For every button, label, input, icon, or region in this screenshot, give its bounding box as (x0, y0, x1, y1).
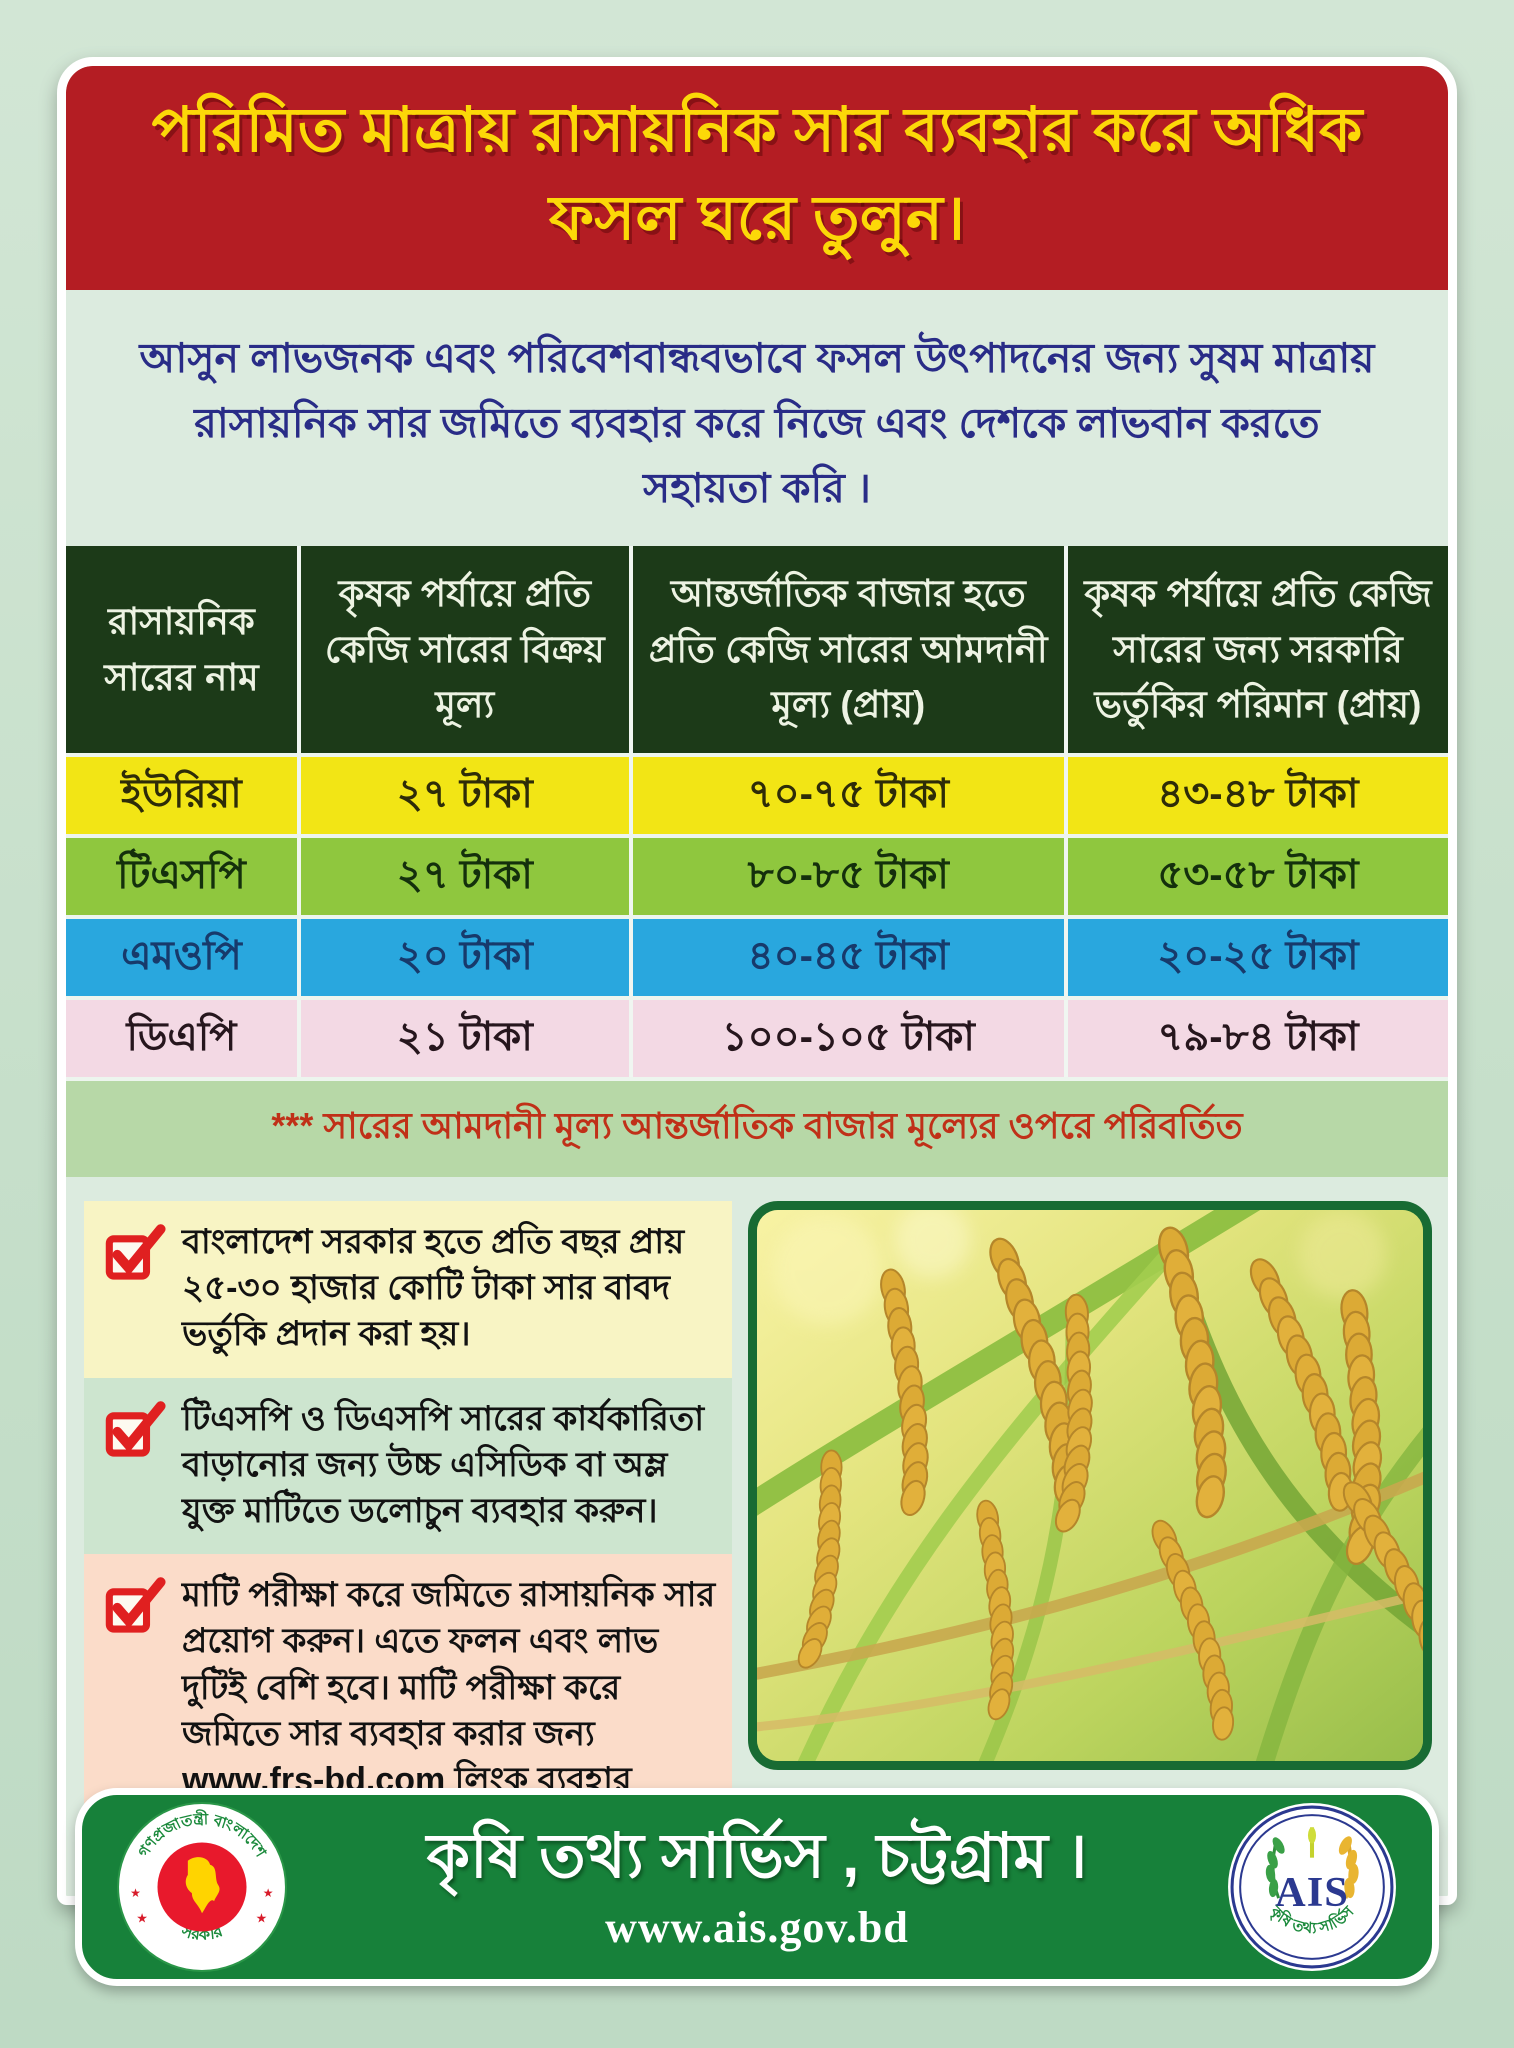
fertilizer-name: এমওপি (66, 918, 301, 996)
bottom-section: বাংলাদেশ সরকার হতে প্রতি বছর প্রায় ২৫-৩… (66, 1177, 1448, 1896)
subsidy-amount: ২০-২৫ টাকা (1157, 933, 1359, 978)
fertilizer-name: টিএসপি (66, 837, 301, 915)
table-footnote: *** সারের আমদানী মূল্য আন্তর্জাতিক বাজার… (66, 1076, 1448, 1177)
fertilizer-price-table: রাসায়নিক সারের নাম কৃষক পর্যায়ে প্রতি … (66, 546, 1448, 1177)
checkbox-checked-icon (104, 1400, 166, 1460)
fertilizer-name: ডিএপি (66, 999, 301, 1077)
rice-paddy-photo (748, 1200, 1432, 1770)
main-panel: পরিমিত মাত্রায় রাসায়নিক সার ব্যবহার কর… (57, 57, 1457, 1905)
table-row-urea: ইউরিয়া ২৭ টাকা ৭০-৭৫ টাকা ৪৩-৪৮ টাকা (66, 752, 1448, 834)
svg-text:★: ★ (130, 1886, 141, 1900)
import-price: ১০০-১০৫ টাকা (633, 999, 1068, 1077)
table-row-dap: ডিএপি ২১ টাকা ১০০-১০৫ টাকা ৭৯-৮৪ টাকা (66, 995, 1448, 1077)
import-price: ৮০-৮৫ টাকা (633, 837, 1068, 915)
ais-logo-icon: AIS কৃষি তথ্য সার্ভিস (1226, 1801, 1398, 1973)
checklist-item-subsidy: বাংলাদেশ সরকার হতে প্রতি বছর প্রায় ২৫-৩… (84, 1200, 732, 1378)
table-header-row: রাসায়নিক সারের নাম কৃষক পর্যায়ে প্রতি … (66, 546, 1448, 753)
svg-text:★: ★ (136, 1910, 148, 1925)
column-header-import-price: আন্তর্জাতিক বাজার হতে প্রতি কেজি সারের আ… (633, 546, 1068, 753)
retail-price: ২০ টাকা (301, 918, 633, 996)
checklist-item-dolochun: টিএসপি ও ডিএসপি সারের কার্যকারিতা বাড়ান… (84, 1377, 732, 1555)
footer-center: কৃষি তথ্য সার্ভিস , চট্টগ্রাম । www.ais.… (288, 1821, 1226, 1953)
retail-price: ২৭ টাকা (301, 756, 633, 834)
checklist: বাংলাদেশ সরকার হতে প্রতি বছর প্রায় ২৫-৩… (84, 1200, 732, 1870)
column-header-subsidy: কৃষক পর্যায়ে প্রতি কেজি সারের জন্য সরকা… (1084, 573, 1432, 726)
checklist-text: মাটি পরীক্ষা করে জমিতে রাসায়নিক সার প্র… (182, 1576, 716, 1845)
checkbox-checked-icon (104, 1223, 166, 1283)
footer-band: গণপ্রজাতন্ত্রী বাংলাদেশ সরকার ★ ★ ★ ★ কৃ… (75, 1788, 1439, 1986)
govt-seal-icon: গণপ্রজাতন্ত্রী বাংলাদেশ সরকার ★ ★ ★ ★ (116, 1801, 288, 1973)
svg-text:★: ★ (256, 1910, 268, 1925)
footer-website: www.ais.gov.bd (605, 1903, 909, 1953)
subsidy-amount: ৫৩-৫৮ টাকা (1157, 852, 1359, 897)
checklist-text: টিএসপি ও ডিএসপি সারের কার্যকারিতা বাড়ান… (182, 1399, 705, 1530)
retail-price: ২১ টাকা (301, 999, 633, 1077)
subsidy-amount: ৪৩-৪৮ টাকা (1157, 771, 1359, 816)
table-row-tsp: টিএসপি ২৭ টাকা ৮০-৮৫ টাকা ৫৩-৫৮ টাকা (66, 833, 1448, 915)
ais-acronym: AIS (1275, 1869, 1349, 1916)
checklist-text: বাংলাদেশ সরকার হতে প্রতি বছর প্রায় ২৫-৩… (182, 1222, 685, 1354)
fertilizer-name: ইউরিয়া (66, 756, 301, 834)
import-price: ৪০-৪৫ টাকা (633, 918, 1068, 996)
checkbox-checked-icon (104, 1576, 166, 1636)
footer-org-name: কৃষি তথ্য সার্ভিস , চট্টগ্রাম । (426, 1821, 1088, 1891)
svg-text:★: ★ (263, 1886, 274, 1900)
column-header-retail-price: কৃষক পর্যায়ে প্রতি কেজি সারের বিক্রয় ম… (301, 546, 633, 753)
intro-text: আসুন লাভজনক এবং পরিবেশবান্ধবভাবে ফসল উৎপ… (139, 335, 1375, 511)
poster-title: পরিমিত মাত্রায় রাসায়নিক সার ব্যবহার কর… (151, 95, 1363, 253)
subsidy-amount: ৭৯-৮৪ টাকা (1157, 1014, 1359, 1059)
table-row-mop: এমওপি ২০ টাকা ৪০-৪৫ টাকা ২০-২৫ টাকা (66, 914, 1448, 996)
retail-price: ২৭ টাকা (301, 837, 633, 915)
header-banner: পরিমিত মাত্রায় রাসায়নিক সার ব্যবহার কর… (66, 66, 1448, 290)
column-header-fertilizer: রাসায়নিক সারের নাম (66, 546, 301, 753)
import-price: ৭০-৭৫ টাকা (633, 756, 1068, 834)
rice-paddy-illustration (757, 1209, 1423, 1761)
